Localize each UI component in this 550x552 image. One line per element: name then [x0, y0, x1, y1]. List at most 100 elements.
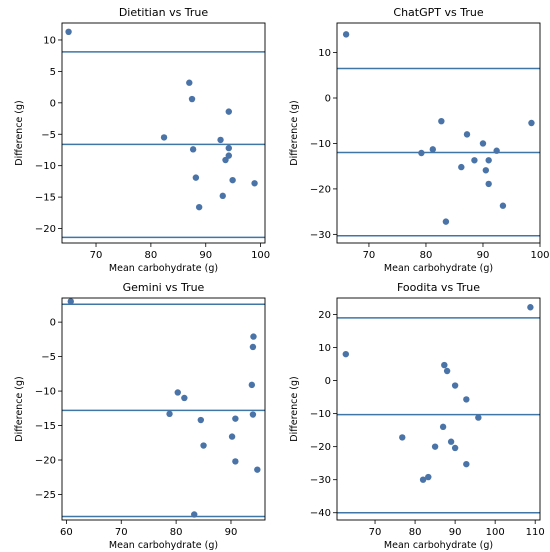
data-point	[418, 149, 425, 157]
data-point	[429, 146, 436, 153]
y-tick-label: −30	[310, 230, 331, 241]
x-tick-label: 90	[225, 527, 238, 538]
x-tick-label: 80	[170, 527, 183, 538]
data-point	[441, 361, 448, 369]
data-point	[463, 396, 470, 403]
y-tick-label: −20	[310, 184, 331, 195]
y-tick-label: −15	[35, 421, 56, 432]
x-axis-label: Mean carbohydrate (g)	[109, 263, 218, 274]
x-tick-label: 70	[90, 250, 103, 261]
data-point	[443, 367, 451, 375]
x-tick-label: 80	[420, 250, 433, 261]
data-point	[442, 218, 450, 225]
data-point	[482, 167, 490, 174]
data-point	[438, 117, 445, 125]
data-point	[248, 381, 256, 389]
data-point	[195, 203, 203, 211]
y-axis-label: Difference (g)	[14, 376, 25, 441]
data-point	[174, 389, 181, 396]
y-tick-label: 0	[325, 94, 331, 105]
data-point	[528, 119, 535, 127]
y-tick-label: −10	[310, 409, 331, 420]
chart-title: Dietitian vs True	[119, 6, 209, 19]
data-point	[458, 163, 465, 171]
y-tick-label: −10	[310, 139, 331, 150]
data-point	[222, 156, 229, 164]
y-tick-label: −20	[310, 442, 331, 453]
axes-frame	[336, 22, 541, 244]
data-point	[200, 442, 207, 449]
data-point	[189, 146, 197, 153]
x-axis-label: Mean carbohydrate (g)	[384, 263, 493, 274]
plot-area	[337, 31, 540, 237]
data-point	[527, 304, 534, 311]
data-point	[254, 466, 261, 473]
data-point	[249, 343, 257, 351]
data-point	[447, 438, 455, 445]
data-point	[485, 157, 492, 164]
y-axis-label: Difference (g)	[289, 376, 300, 441]
y-tick-label: −15	[35, 193, 56, 204]
data-point	[67, 298, 74, 305]
data-point	[419, 476, 427, 483]
y-tick-label: −40	[310, 508, 331, 519]
data-point	[186, 79, 193, 86]
y-tick-label: 0	[50, 98, 56, 109]
data-point	[232, 458, 239, 465]
data-point	[229, 176, 236, 184]
data-point	[251, 180, 258, 187]
data-point	[249, 411, 257, 418]
x-tick-label: 60	[60, 527, 73, 538]
x-tick-label: 80	[409, 527, 422, 538]
x-tick-label: 90	[199, 250, 212, 261]
y-axis-label: Difference (g)	[289, 100, 300, 165]
data-point	[451, 382, 459, 389]
y-tick-label: −20	[35, 456, 56, 467]
x-tick-label: 70	[369, 527, 382, 538]
y-tick-label: 20	[318, 310, 331, 321]
y-tick-label: −30	[310, 475, 331, 486]
data-point	[160, 134, 168, 141]
data-point	[197, 416, 205, 424]
x-tick-label: 100	[530, 250, 549, 261]
y-tick-label: 10	[318, 48, 331, 59]
data-point	[463, 460, 470, 468]
data-point	[228, 433, 236, 440]
y-tick-label: −5	[41, 130, 56, 141]
data-point	[225, 144, 232, 152]
data-point	[225, 108, 232, 115]
data-point	[191, 511, 198, 518]
data-point	[217, 136, 224, 144]
data-point	[425, 473, 432, 481]
plot-area	[62, 298, 265, 518]
plot-area	[337, 304, 540, 514]
x-tick-label: 100	[251, 250, 270, 261]
data-point	[342, 350, 350, 358]
y-tick-label: −5	[41, 352, 56, 363]
x-tick-label: 100	[486, 527, 505, 538]
data-point	[65, 28, 72, 35]
x-tick-label: 110	[526, 527, 545, 538]
y-tick-label: 0	[325, 376, 331, 387]
data-point	[451, 444, 459, 452]
x-tick-label: 90	[449, 527, 462, 538]
chart-title: Gemini vs True	[123, 281, 205, 294]
y-tick-label: −10	[35, 387, 56, 398]
data-point	[192, 174, 200, 181]
x-tick-label: 70	[363, 250, 376, 261]
panel-dietitian: Dietitian vs True 70 80 90 100 10 5 0 −5 −10 −15 −2…	[14, 6, 270, 274]
y-tick-label: 10	[318, 343, 331, 354]
axes-frame	[61, 22, 266, 244]
y-tick-label: 0	[50, 318, 56, 329]
data-point	[431, 443, 439, 450]
y-tick-label: 5	[50, 67, 56, 78]
data-point	[493, 147, 500, 154]
data-point	[232, 415, 239, 422]
x-axis-label: Mean carbohydrate (g)	[109, 540, 218, 551]
y-tick-label: −20	[35, 224, 56, 235]
y-tick-label: 10	[43, 35, 56, 46]
data-point	[485, 180, 492, 188]
data-point	[475, 414, 482, 421]
